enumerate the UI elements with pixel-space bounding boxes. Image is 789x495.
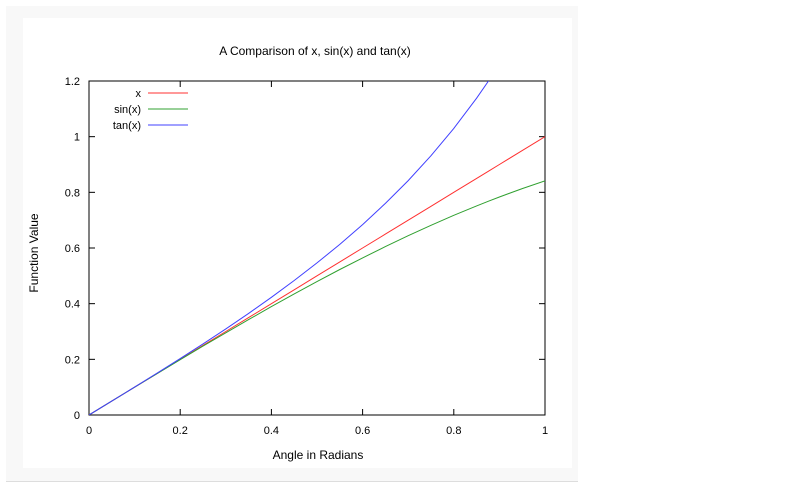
x-tick-label: 0.6	[355, 425, 370, 437]
y-tick-label: 0.4	[65, 299, 80, 311]
legend: x sin(x) tan(x)	[113, 88, 188, 132]
y-tick-label: 0.6	[65, 243, 80, 255]
chart-title: A Comparison of x, sin(x) and tan(x)	[219, 44, 410, 58]
y-tick-label: 0.2	[65, 354, 80, 366]
x-axis-label: Angle in Radians	[273, 448, 364, 462]
figure-frame: A Comparison of x, sin(x) and tan(x) Ang…	[6, 6, 578, 482]
y-tick-label: 0.8	[65, 187, 80, 199]
x-tick-label: 0.4	[264, 425, 279, 437]
x-tick-label: 0.2	[173, 425, 188, 437]
plot-frame	[88, 80, 546, 416]
plot-canvas: A Comparison of x, sin(x) and tan(x) Ang…	[23, 18, 572, 468]
plot-area: 0 0.2 0.4 0.6 0.8 1 0 0.2 0.4 0.6 0.8 1 1.2	[65, 76, 548, 437]
legend-label: x	[136, 88, 142, 100]
series-line-tan-x	[89, 81, 489, 415]
y-tick-label: 1.2	[65, 76, 80, 88]
legend-label: sin(x)	[114, 104, 141, 116]
y-tick-label: 0	[74, 410, 80, 422]
x-tick-label: 0.8	[446, 425, 461, 437]
series-line-sin-x	[89, 180, 545, 415]
y-tick-label: 1	[74, 132, 80, 144]
legend-label: tan(x)	[113, 120, 141, 132]
x-tick-label: 0	[86, 425, 92, 437]
line-chart: A Comparison of x, sin(x) and tan(x) Ang…	[27, 44, 548, 462]
y-axis-label: Function Value	[27, 213, 41, 292]
x-tick-label: 1	[542, 425, 548, 437]
